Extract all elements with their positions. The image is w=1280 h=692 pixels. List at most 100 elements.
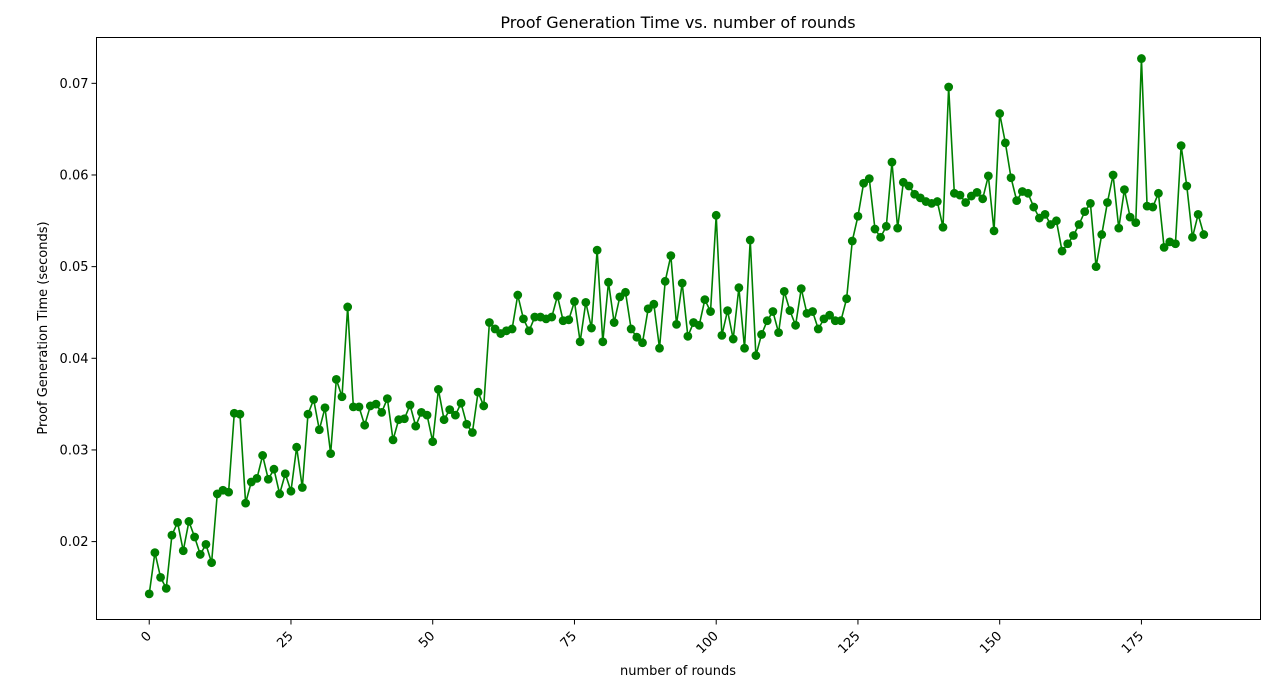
y-tick-label: 0.04 [60,352,89,367]
data-point [700,295,710,305]
data-point [1193,209,1203,219]
data-point [881,221,891,231]
data-point [632,332,642,342]
data-point [547,312,557,322]
data-point [757,330,766,339]
data-point [422,410,432,420]
data-point [598,337,608,347]
data-point [1097,230,1107,239]
data-point [1012,196,1022,206]
x-tick-label: 125 [835,629,863,657]
data-point [961,198,971,207]
data-point [405,400,415,410]
data-point [513,290,523,300]
data-point [399,414,409,424]
data-point [1176,141,1186,151]
data-point [683,331,693,341]
data-point [604,277,613,287]
data-point [388,435,398,445]
data-point [796,284,806,294]
data-point [224,487,234,497]
data-point [1159,242,1169,252]
data-point [932,197,942,206]
data-point [587,323,596,333]
data-point [519,314,528,324]
data-point [592,245,602,255]
data-point [626,324,636,334]
data-point [439,415,449,425]
data-point [1029,202,1039,212]
data-point [649,299,659,309]
data-point [280,469,290,479]
data-point [190,532,199,542]
data-point [258,451,268,460]
data-point [853,211,863,221]
data-point [1006,173,1016,183]
data-point [297,483,307,492]
data-point [263,474,273,484]
data-point [751,351,761,360]
data-point [677,278,687,288]
data-point [1069,231,1078,240]
data-point [433,385,443,394]
y-tick-label: 0.02 [60,535,89,550]
data-point [167,530,177,540]
data-point [774,328,783,338]
y-tick-label: 0.05 [60,260,89,275]
data-point [808,307,817,316]
data-point [904,181,914,191]
data-point [655,343,664,353]
data-point [666,251,676,261]
data-point [1040,209,1050,219]
data-point [1091,262,1101,272]
data-point [779,286,789,296]
y-tick-label: 0.03 [60,443,89,458]
x-tick-label: 150 [977,629,1005,657]
data-point [791,320,800,330]
data-point [275,489,285,499]
data-point [1137,54,1146,63]
data-point [411,421,421,431]
data-point [144,589,154,599]
data-point [1086,198,1095,208]
data-point [1188,232,1197,242]
data-point [326,449,336,459]
x-axis-label: number of rounds [620,664,736,679]
data-point [745,235,755,245]
data-point [995,109,1005,118]
data-point [694,320,704,330]
data-point [1080,207,1090,217]
data-point [382,394,392,404]
data-point [286,486,296,496]
data-point [479,401,489,411]
data-point [337,392,347,402]
data-point [876,232,886,242]
data-point [309,395,319,404]
data-point [1182,181,1192,191]
data-point [468,428,477,437]
data-point [989,226,999,236]
data-point [1131,218,1141,228]
y-axis: 0.02 0.03 0.04 0.05 0.06 0.07 [60,77,97,550]
data-point [1125,212,1135,222]
data-point [207,558,217,568]
data-point [983,171,993,181]
data-point [706,307,715,316]
data-point [150,548,160,557]
data-point [893,223,903,233]
data-point [178,546,188,556]
data-point [269,464,279,474]
data-point [1103,198,1112,207]
data-point [660,276,670,286]
data-point [473,387,483,397]
data-point [672,319,681,329]
data-point [785,306,795,316]
data-point [638,338,647,348]
data-point [575,337,585,347]
chart-title: Proof Generation Time vs. number of roun… [500,13,855,32]
data-point [252,473,262,483]
data-point [360,420,370,430]
data-point [485,318,494,327]
data-point [825,310,834,320]
